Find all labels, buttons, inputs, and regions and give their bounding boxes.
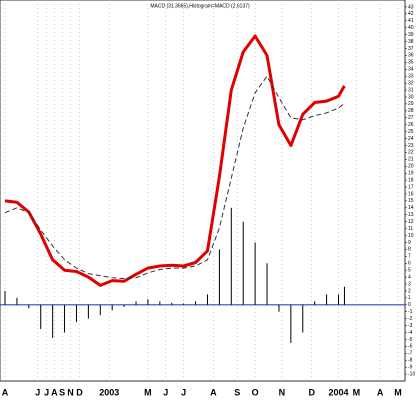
x-tick-label: M: [394, 387, 402, 397]
y-tick-label: 43: [408, 4, 414, 10]
y-tick-label: 41: [408, 18, 414, 24]
y-tick-label: 10: [408, 233, 414, 239]
y-tick-label: -10: [408, 371, 415, 377]
y-tick-label: -5: [408, 337, 413, 343]
y-tick-label: 31: [408, 87, 414, 93]
y-tick-label: 34: [408, 67, 414, 73]
y-tick-label: 36: [408, 53, 414, 59]
macd-line: [4, 34, 346, 287]
y-tick-label: 7: [408, 254, 411, 260]
x-tick-label: N: [67, 387, 74, 397]
signal-line: [4, 75, 345, 279]
x-tick-label: D: [308, 387, 315, 397]
x-tick-label: M: [353, 387, 361, 397]
y-tick-label: 1: [408, 295, 411, 301]
y-tick-label: 21: [408, 157, 414, 163]
y-tick-label: 3: [408, 281, 411, 287]
y-tick-label: -1: [408, 309, 413, 315]
plot-frame: [0, 0, 406, 382]
x-tick-label: S: [59, 387, 65, 397]
x-tick-label: J: [163, 387, 168, 397]
y-tick-label: 11: [408, 226, 413, 232]
x-tick-label: S: [234, 387, 240, 397]
y-tick-label: 42: [408, 11, 414, 17]
y-tick-label: 2: [408, 288, 411, 294]
y-tick-label: 30: [408, 94, 414, 100]
x-tick-label: O: [252, 387, 259, 397]
y-tick-label: -9: [408, 364, 413, 370]
y-tick-label: -7: [408, 351, 413, 357]
y-tick-label: -6: [408, 344, 413, 350]
chart-title: MACD (31.3665),Histogram=MACD (2.6137): [150, 3, 250, 9]
y-tick-label: 4: [408, 274, 411, 280]
x-tick-label: J: [181, 387, 186, 397]
y-tick-label: 12: [408, 219, 414, 225]
y-tick-label: 14: [408, 205, 414, 211]
x-tick-label: M: [144, 387, 152, 397]
y-tick-label: 40: [408, 25, 414, 31]
x-tick-label: J: [35, 387, 40, 397]
y-tick-label: 28: [408, 108, 414, 114]
y-tick-label: 13: [408, 212, 414, 218]
x-tick-label: J: [44, 387, 49, 397]
y-tick-label: 38: [408, 39, 414, 45]
y-tick-label: 35: [408, 60, 414, 66]
y-tick-label: 0: [408, 302, 411, 308]
y-tick-label: 17: [408, 184, 414, 190]
y-tick-label: 8: [408, 247, 411, 253]
y-tick-label: 24: [408, 136, 414, 142]
y-tick-label: 32: [408, 80, 414, 86]
y-tick-label: 27: [408, 115, 414, 121]
x-tick-label: D: [76, 387, 83, 397]
y-tick-label: 6: [408, 261, 411, 267]
y-tick-label: 29: [408, 101, 414, 107]
y-tick-label: 26: [408, 122, 414, 128]
y-tick-label: 22: [408, 150, 414, 156]
y-tick-label: 16: [408, 191, 414, 197]
y-tick-label: 15: [408, 198, 414, 204]
y-tick-label: 9: [408, 240, 411, 246]
x-tick-label: A: [2, 387, 9, 397]
y-tick-label: 39: [408, 32, 414, 38]
y-tick-label: 18: [408, 177, 414, 183]
y-tick-label: 5: [408, 267, 411, 273]
y-tick-label: -3: [408, 323, 413, 329]
y-tick-label: 23: [408, 143, 414, 149]
x-tick-label: A: [210, 387, 217, 397]
y-tick-label: 20: [408, 164, 414, 170]
x-tick-label: N: [279, 387, 286, 397]
x-tick-label: A: [377, 387, 384, 397]
y-tick-label: -4: [408, 330, 413, 336]
x-tick-label: A: [51, 387, 58, 397]
y-tick-label: 25: [408, 129, 414, 135]
y-tick-label: -2: [408, 316, 413, 322]
y-tick-label: 19: [408, 171, 414, 177]
y-tick-label: -8: [408, 358, 413, 364]
y-tick-label: 37: [408, 46, 414, 52]
x-tick-label: 2004: [328, 387, 348, 397]
x-tick-label: 2003: [99, 387, 119, 397]
y-tick-label: 33: [408, 74, 414, 80]
